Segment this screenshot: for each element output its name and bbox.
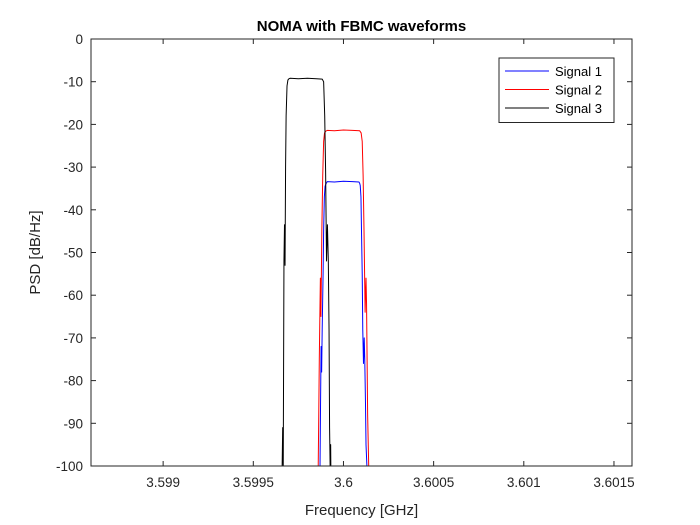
y-tick-label: -100	[56, 459, 83, 474]
y-tick-label: -20	[63, 117, 83, 132]
y-tick-label: -80	[63, 374, 83, 389]
y-tick-label: -10	[63, 75, 83, 90]
legend: Signal 1 Signal 2 Signal 3	[498, 57, 615, 123]
x-tick-label: 3.6015	[593, 475, 634, 490]
x-tick-label: 3.6005	[413, 475, 454, 490]
legend-label: Signal 2	[555, 83, 602, 98]
x-tick-label: 3.599	[146, 475, 180, 490]
legend-label: Signal 1	[555, 64, 602, 79]
y-tick-label: -60	[63, 288, 83, 303]
y-tick-label: 0	[75, 32, 83, 47]
legend-box	[498, 57, 615, 123]
series-line-signal-2	[317, 129, 370, 467]
x-tick-label: 3.601	[507, 475, 541, 490]
y-tick-label: -30	[63, 160, 83, 175]
series-layer	[281, 77, 370, 467]
x-tick-label: 3.5995	[233, 475, 274, 490]
series-line-signal-3	[281, 77, 332, 467]
x-tick-label: 3.6	[334, 475, 353, 490]
chart-title: NOMA with FBMC waveforms	[257, 18, 466, 35]
axes-box	[90, 38, 633, 467]
y-tick-label: -50	[63, 246, 83, 261]
y-tick-label: -90	[63, 416, 83, 431]
y-tick-label: -40	[63, 203, 83, 218]
x-axis-label: Frequency [GHz]	[305, 502, 418, 519]
series-line-signal-1	[319, 180, 368, 467]
tick-labels: 3.599 3.5995 3.6 3.6005 3.601 3.6015 0 -10 -20 -3…	[56, 32, 635, 490]
y-axis-label: PSD [dB/Hz]	[27, 210, 44, 294]
y-tick-label: -70	[63, 331, 83, 346]
legend-label: Signal 3	[555, 101, 602, 116]
